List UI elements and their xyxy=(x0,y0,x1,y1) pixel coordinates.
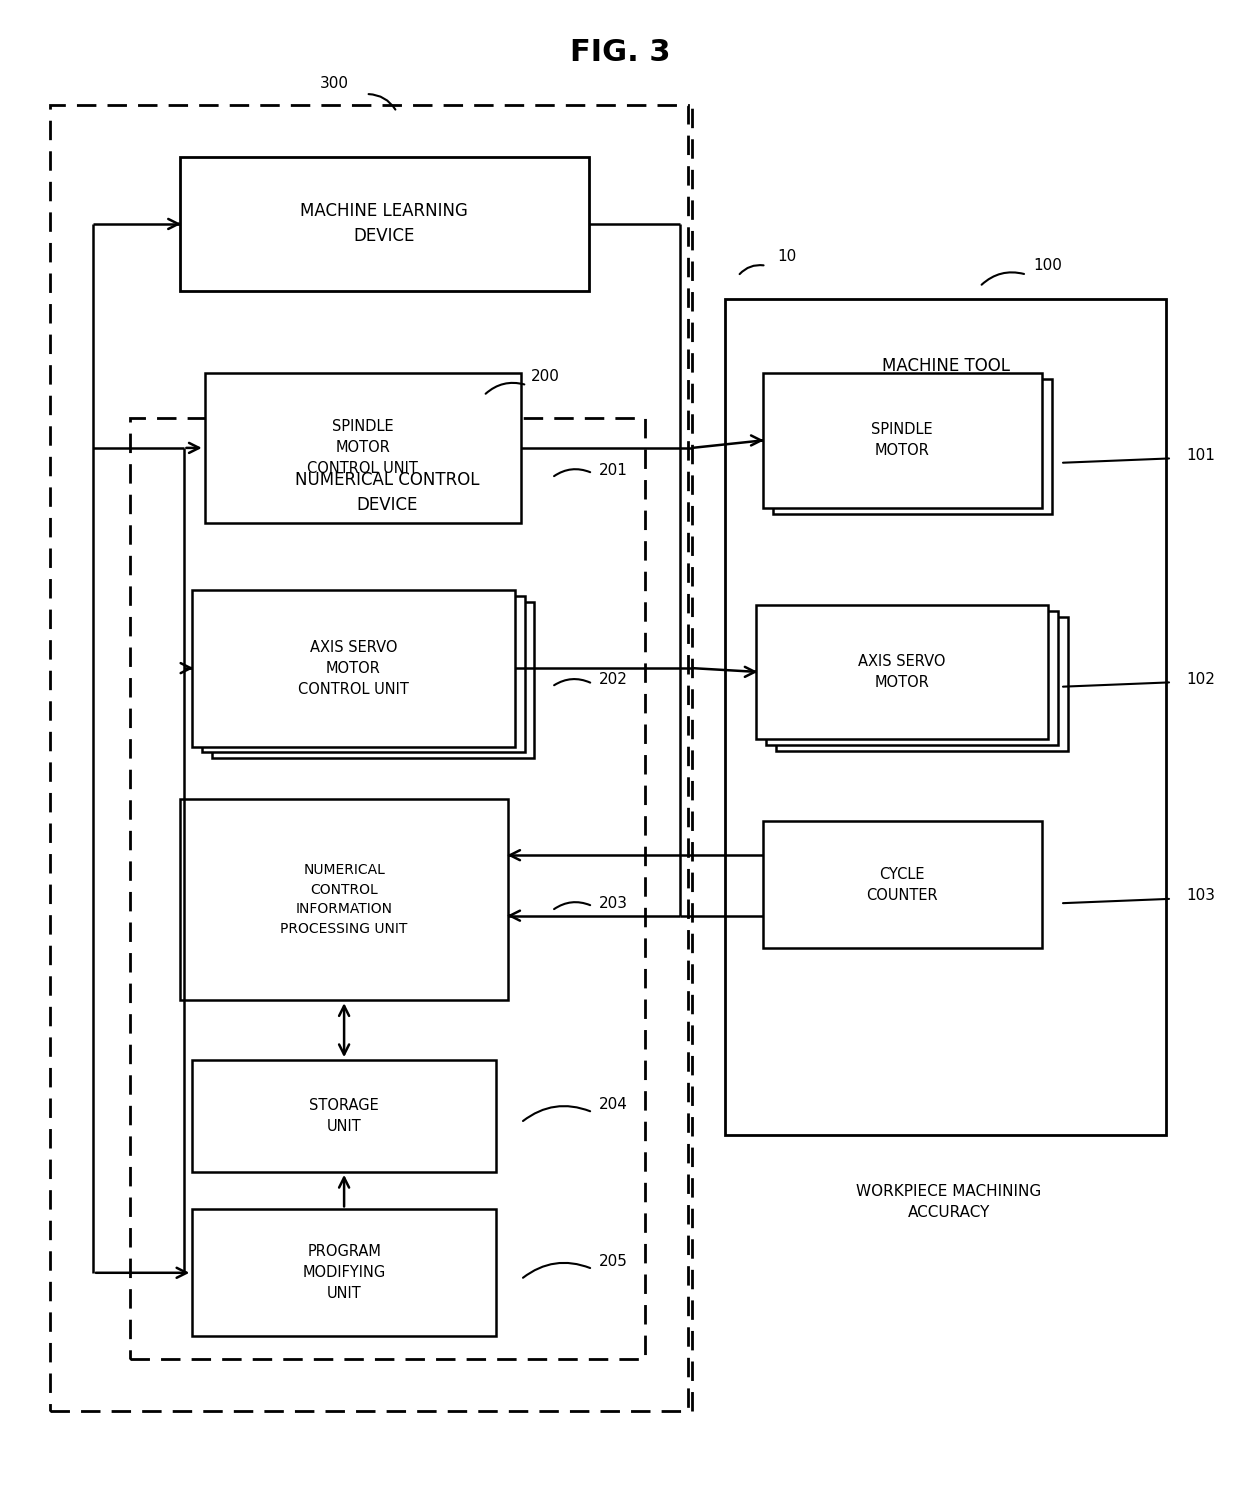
Text: 201: 201 xyxy=(599,463,629,478)
Bar xyxy=(773,379,1052,514)
Text: FIG. 3: FIG. 3 xyxy=(569,37,671,67)
Text: SPINDLE
MOTOR
CONTROL UNIT: SPINDLE MOTOR CONTROL UNIT xyxy=(308,420,418,476)
Text: 204: 204 xyxy=(599,1097,629,1112)
Text: AXIS SERVO
MOTOR
CONTROL UNIT: AXIS SERVO MOTOR CONTROL UNIT xyxy=(298,639,409,697)
Text: 100: 100 xyxy=(1033,258,1063,273)
Text: 203: 203 xyxy=(599,896,629,911)
Text: SPINDLE
MOTOR: SPINDLE MOTOR xyxy=(872,423,932,458)
Text: 101: 101 xyxy=(1185,448,1215,463)
Text: 202: 202 xyxy=(599,672,629,687)
Bar xyxy=(50,105,688,1411)
Text: 103: 103 xyxy=(1185,888,1215,903)
Bar xyxy=(180,157,589,291)
Bar xyxy=(205,373,521,523)
Bar xyxy=(180,799,508,1000)
Text: NUMERICAL
CONTROL
INFORMATION
PROCESSING UNIT: NUMERICAL CONTROL INFORMATION PROCESSING… xyxy=(280,863,408,936)
Text: AXIS SERVO
MOTOR: AXIS SERVO MOTOR xyxy=(858,654,946,690)
Text: 205: 205 xyxy=(599,1254,629,1269)
Bar xyxy=(192,590,515,746)
Bar xyxy=(212,602,534,758)
Text: PROGRAM
MODIFYING
UNIT: PROGRAM MODIFYING UNIT xyxy=(303,1244,386,1302)
Bar xyxy=(202,596,525,752)
Text: MACHINE TOOL: MACHINE TOOL xyxy=(882,357,1009,375)
Text: 300: 300 xyxy=(320,76,350,91)
Bar xyxy=(130,418,645,1359)
Text: WORKPIECE MACHINING
ACCURACY: WORKPIECE MACHINING ACCURACY xyxy=(856,1184,1042,1220)
Text: NUMERICAL CONTROL
DEVICE: NUMERICAL CONTROL DEVICE xyxy=(295,472,480,514)
Bar xyxy=(192,1209,496,1336)
Text: 200: 200 xyxy=(531,369,560,384)
Text: STORAGE
UNIT: STORAGE UNIT xyxy=(309,1097,379,1135)
Bar xyxy=(192,1060,496,1172)
Bar xyxy=(776,617,1068,751)
Bar xyxy=(763,821,1042,948)
Bar xyxy=(766,611,1058,745)
Text: MACHINE LEARNING
DEVICE: MACHINE LEARNING DEVICE xyxy=(300,203,469,245)
Bar xyxy=(725,299,1166,1135)
Text: 102: 102 xyxy=(1185,672,1215,687)
Bar xyxy=(756,605,1048,739)
Bar xyxy=(763,373,1042,508)
Text: 10: 10 xyxy=(777,249,797,264)
Text: CYCLE
COUNTER: CYCLE COUNTER xyxy=(867,866,937,903)
